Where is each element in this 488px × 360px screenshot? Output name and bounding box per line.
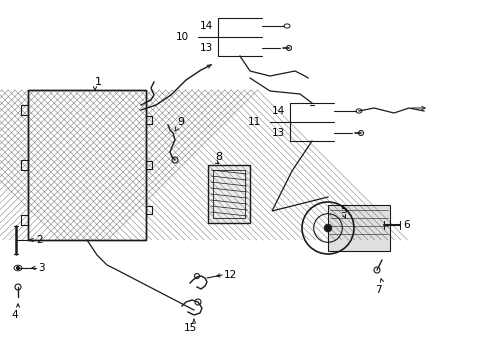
Text: 7: 7 bbox=[374, 285, 381, 295]
Text: 13: 13 bbox=[271, 128, 285, 138]
Circle shape bbox=[324, 224, 331, 232]
Text: 2: 2 bbox=[36, 235, 42, 245]
Text: 8: 8 bbox=[215, 152, 222, 162]
Text: 4: 4 bbox=[12, 310, 18, 320]
Bar bbox=[207, 165, 249, 223]
Text: 1: 1 bbox=[95, 77, 102, 87]
Text: 6: 6 bbox=[402, 220, 409, 230]
Text: 12: 12 bbox=[224, 270, 237, 280]
Text: 15: 15 bbox=[183, 323, 196, 333]
Text: 3: 3 bbox=[38, 263, 44, 273]
Text: 14: 14 bbox=[271, 106, 285, 116]
Text: 9: 9 bbox=[177, 117, 184, 127]
Bar bbox=[28, 90, 146, 240]
Bar bbox=[213, 170, 244, 218]
Bar bbox=[327, 205, 389, 251]
Text: 10: 10 bbox=[176, 32, 189, 42]
Text: 13: 13 bbox=[200, 43, 213, 53]
Bar bbox=[28, 90, 146, 240]
Text: 14: 14 bbox=[200, 21, 213, 31]
Circle shape bbox=[17, 266, 20, 270]
Text: 11: 11 bbox=[247, 117, 261, 127]
Text: 5: 5 bbox=[339, 205, 346, 215]
